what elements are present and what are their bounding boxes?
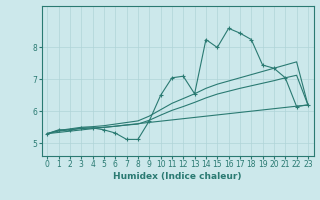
X-axis label: Humidex (Indice chaleur): Humidex (Indice chaleur) (113, 172, 242, 181)
